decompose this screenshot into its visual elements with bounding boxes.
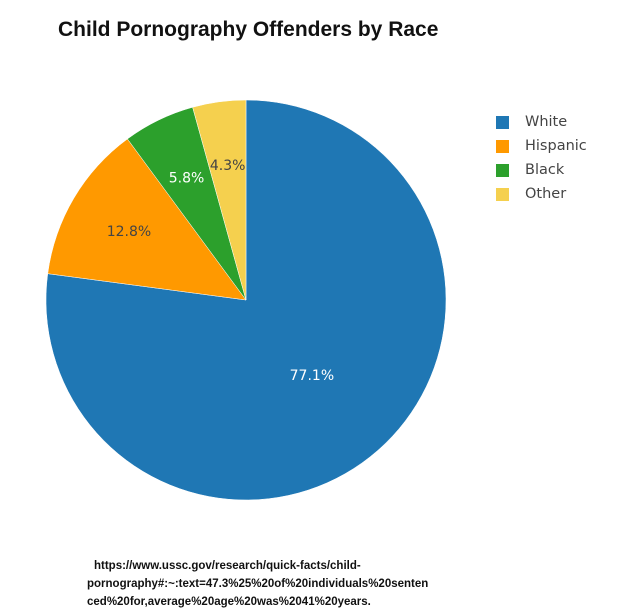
legend-item-black: Black: [496, 158, 587, 182]
pie-slice-other: [192, 99, 247, 301]
legend-label: Hispanic: [525, 138, 587, 154]
legend-swatch: [496, 163, 509, 177]
source-citation: https://www.ussc.gov/research/quick-fact…: [87, 557, 527, 611]
chart-title: Child Pornography Offenders by Race: [58, 18, 439, 41]
legend-item-hispanic: Hispanic: [496, 134, 587, 158]
legend-label: Black: [525, 162, 565, 178]
slice-label-hispanic: 12.8%: [107, 224, 151, 240]
source-line-2: pornography#:~:text=47.3%25%20of%20indiv…: [87, 578, 429, 590]
legend-item-white: White: [496, 110, 587, 134]
slice-label-other: 4.3%: [210, 158, 246, 174]
source-line-1: https://www.ussc.gov/research/quick-fact…: [94, 560, 361, 572]
slice-label-black: 5.8%: [169, 171, 205, 187]
legend-swatch: [496, 187, 509, 201]
legend: White Hispanic Black Other: [496, 110, 587, 206]
legend-swatch: [496, 115, 509, 129]
pie-slice-hispanic: [47, 138, 247, 301]
legend-label: White: [525, 114, 568, 130]
legend-item-other: Other: [496, 182, 587, 206]
legend-swatch: [496, 139, 509, 153]
legend-label: Other: [525, 186, 567, 202]
source-line-3: ced%20for,average%20age%20was%2041%20yea…: [87, 596, 371, 608]
slice-label-white: 77.1%: [290, 368, 334, 384]
